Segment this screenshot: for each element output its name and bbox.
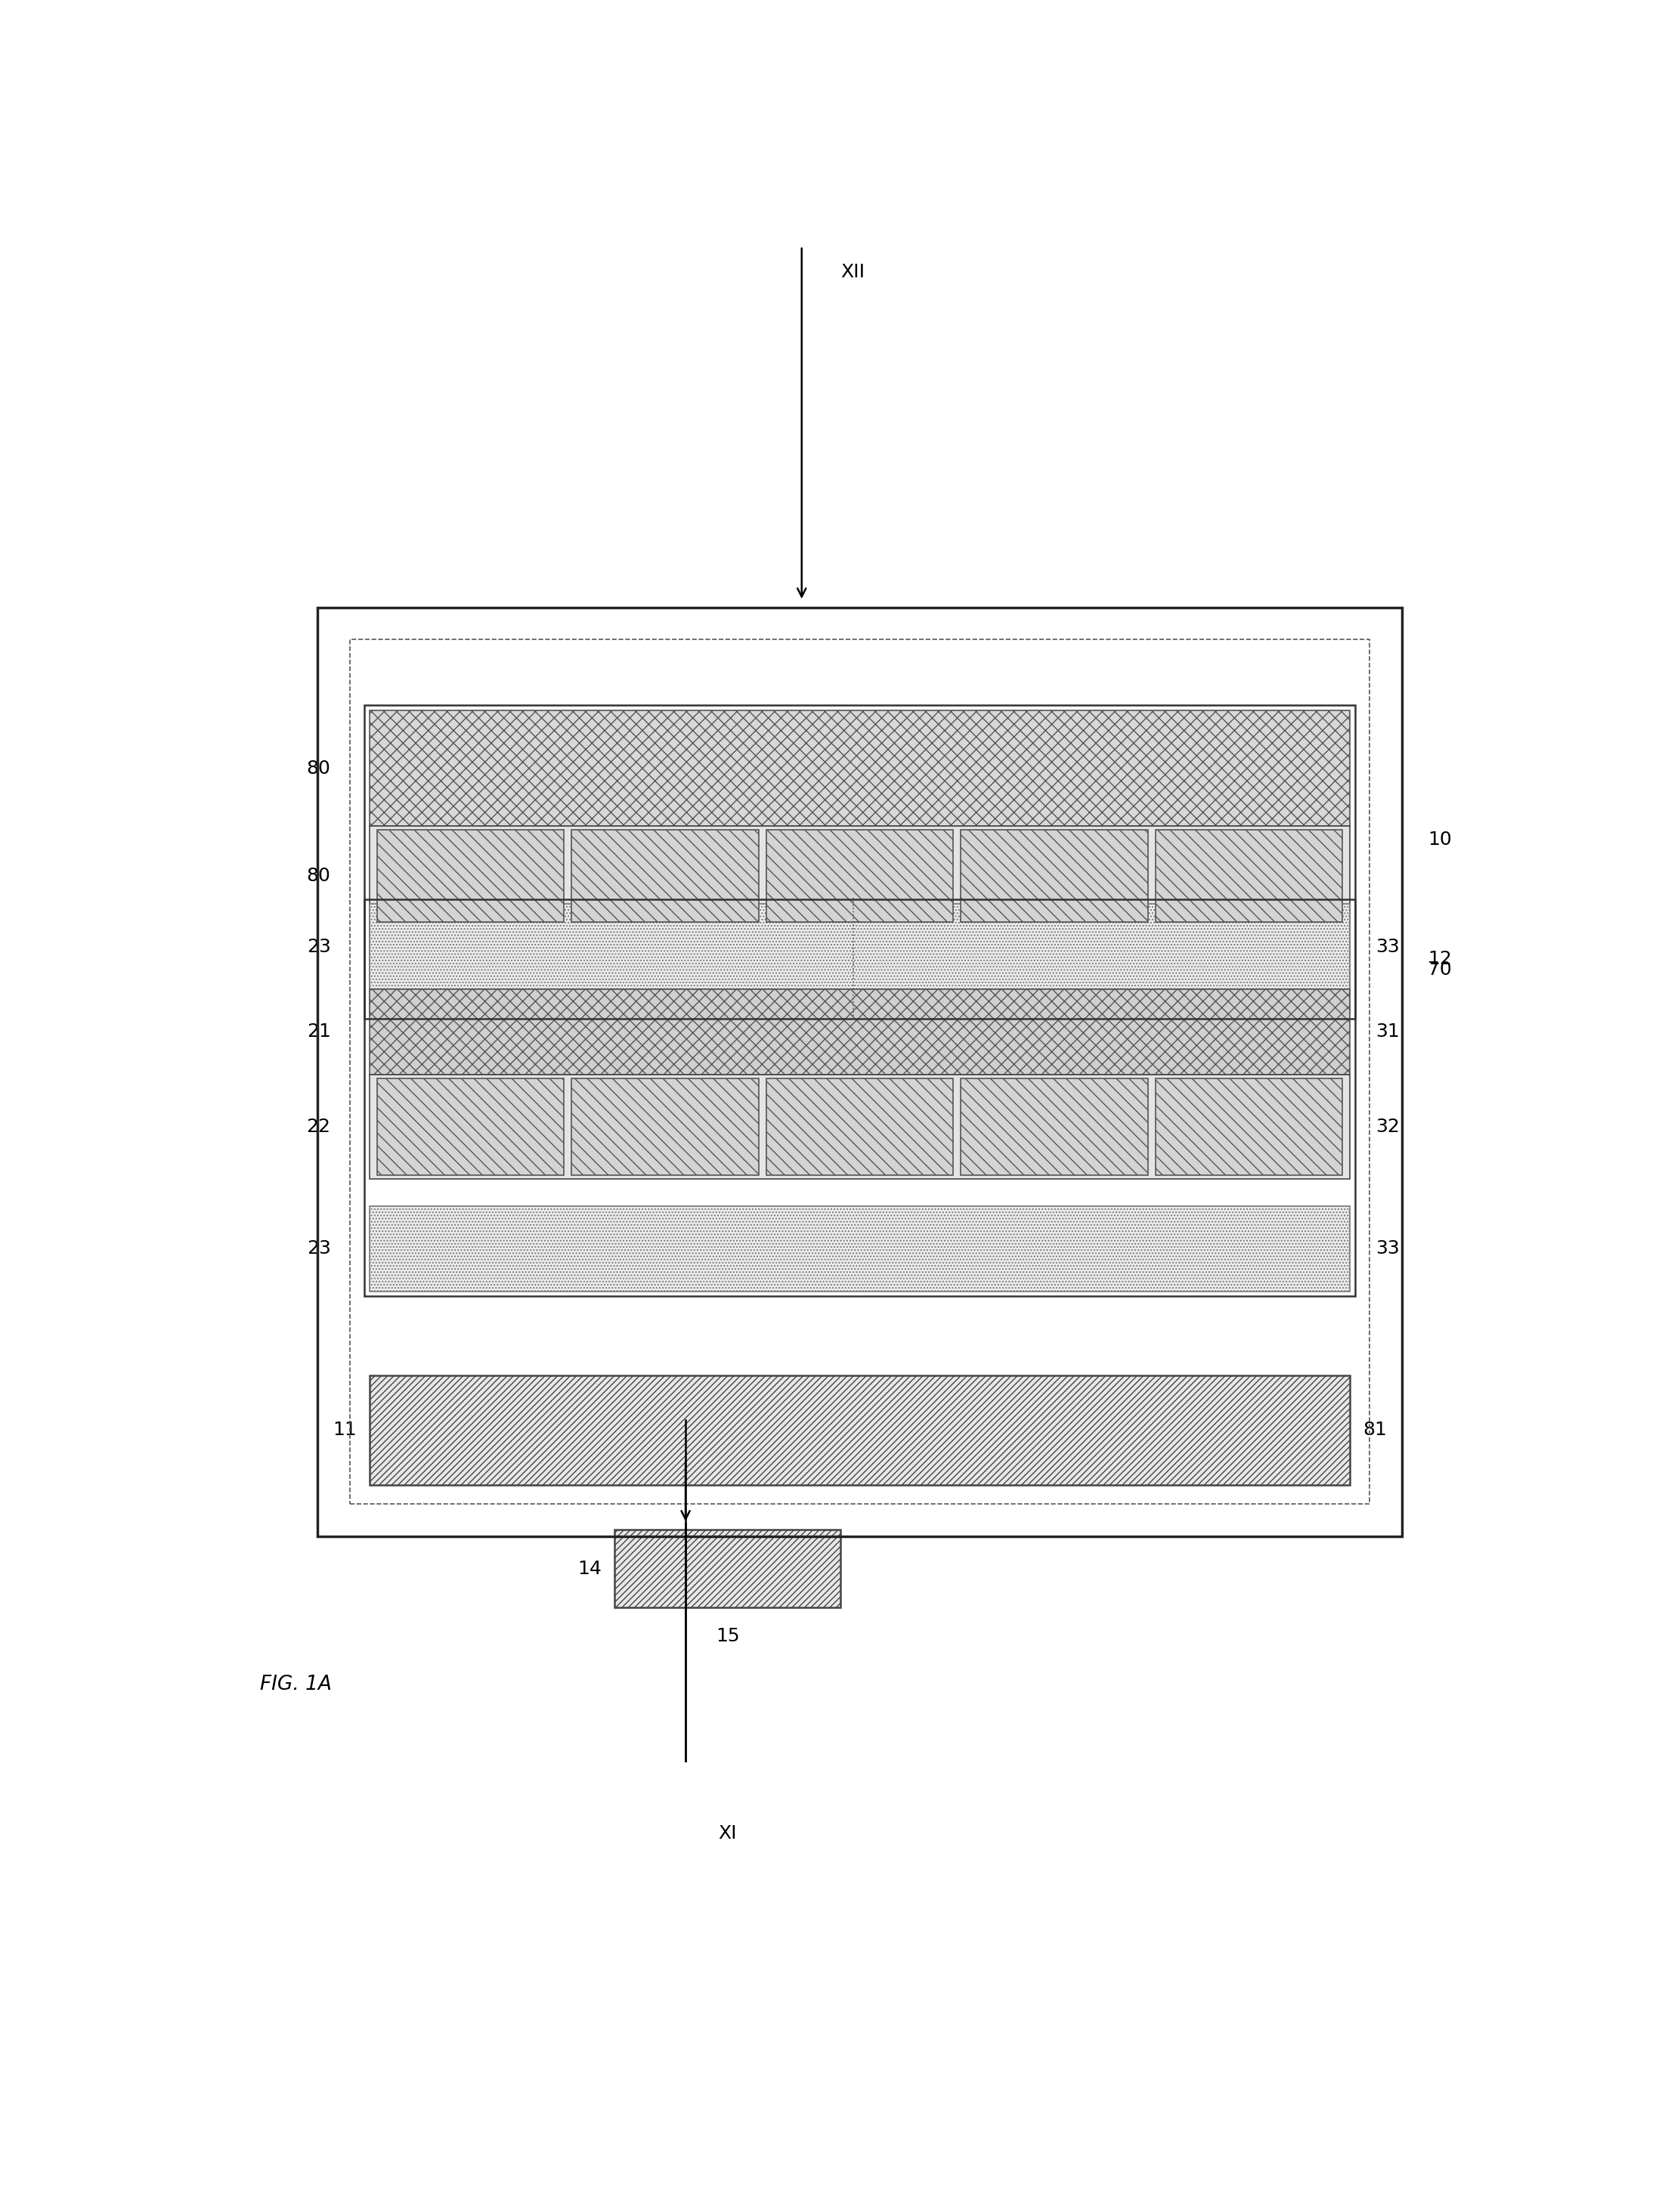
Bar <box>350 639 1369 1504</box>
Text: 70: 70 <box>1427 960 1452 980</box>
Text: 23: 23 <box>306 938 331 956</box>
Text: 80: 80 <box>306 867 331 885</box>
Bar <box>571 1079 759 1175</box>
Bar <box>378 830 564 922</box>
Text: XII: XII <box>841 263 864 281</box>
Text: 10: 10 <box>1427 830 1452 849</box>
Text: 33: 33 <box>1375 1239 1400 1259</box>
Bar <box>365 898 1355 1296</box>
Bar <box>378 1079 564 1175</box>
Text: 14: 14 <box>578 1559 601 1577</box>
Bar <box>766 1079 952 1175</box>
Bar <box>365 706 1355 1020</box>
Text: FIG. 1A: FIG. 1A <box>260 1674 331 1694</box>
Bar <box>766 830 952 922</box>
Text: 15: 15 <box>716 1626 739 1646</box>
Text: 21: 21 <box>306 1022 331 1042</box>
Text: 11: 11 <box>333 1420 356 1440</box>
Text: 80: 80 <box>306 759 331 776</box>
Text: 23: 23 <box>306 1239 331 1259</box>
Bar <box>370 1075 1350 1179</box>
Text: 22: 22 <box>306 1117 331 1135</box>
Text: 12: 12 <box>1427 949 1452 969</box>
Text: XI: XI <box>718 1825 736 1843</box>
Bar <box>370 905 1350 989</box>
Bar <box>961 830 1147 922</box>
Bar <box>370 1206 1350 1292</box>
Text: 33: 33 <box>1375 938 1400 956</box>
Bar <box>571 830 759 922</box>
Text: 31: 31 <box>1375 1022 1400 1042</box>
Bar <box>370 710 1350 825</box>
Bar <box>1156 1079 1342 1175</box>
Bar <box>370 1376 1350 1484</box>
Bar <box>370 927 1350 1013</box>
Text: 81: 81 <box>1364 1420 1387 1440</box>
Bar <box>614 1531 841 1608</box>
Bar <box>318 608 1402 1537</box>
Bar <box>370 989 1350 1075</box>
Bar <box>370 825 1350 927</box>
Bar <box>961 1079 1147 1175</box>
Text: 32: 32 <box>1375 1117 1400 1135</box>
Bar <box>1156 830 1342 922</box>
